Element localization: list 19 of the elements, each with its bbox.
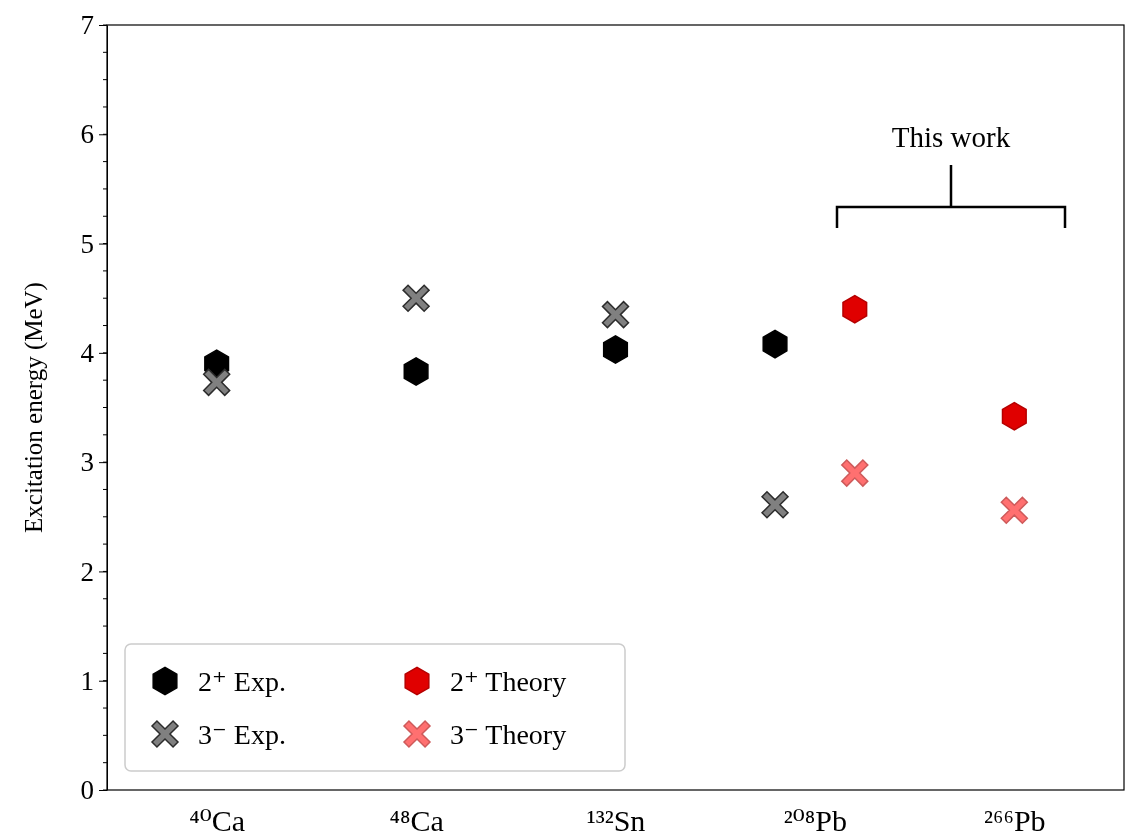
y-tick-label: 3 [80, 447, 94, 478]
y-tick-label: 7 [80, 10, 94, 41]
legend-label: 3⁻ Theory [450, 719, 567, 750]
y-tick-label: 5 [80, 228, 94, 259]
y-tick-label: 2 [80, 556, 94, 587]
x-tick-label: ²⁶⁶Pb [984, 803, 1046, 837]
y-tick-label: 1 [80, 665, 94, 696]
legend-label: 2⁺ Exp. [198, 666, 286, 697]
y-tick-label: 4 [80, 338, 95, 368]
y-tick-label: 0 [80, 775, 94, 806]
legend-label: 2⁺ Theory [450, 666, 567, 697]
x-tick-label: ²⁰⁸Pb [783, 803, 847, 837]
x-tick-label: ⁴⁸Ca [389, 803, 444, 837]
y-tick-label: 6 [80, 119, 94, 150]
y-axis-title: Excitation energy (MeV) [20, 282, 48, 533]
legend-label: 3⁻ Exp. [198, 719, 286, 750]
x-tick-label: ⁴⁰Ca [189, 803, 246, 837]
x-tick-label: ¹³²Sn [586, 803, 646, 837]
annotation: This work [891, 121, 1011, 153]
